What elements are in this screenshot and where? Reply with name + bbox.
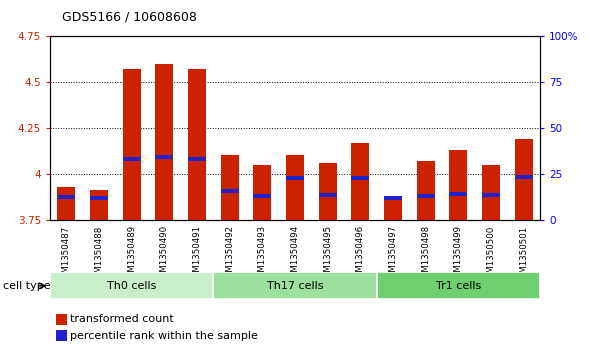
Bar [188,157,206,161]
Bar [155,155,173,159]
Bar [376,272,540,299]
Bar [253,193,271,197]
Bar [351,143,369,220]
Text: percentile rank within the sample: percentile rank within the sample [70,331,258,341]
Bar [188,69,206,220]
Text: Th0 cells: Th0 cells [107,281,156,291]
Bar [449,150,467,220]
Bar [319,163,337,220]
Text: transformed count: transformed count [70,314,174,325]
Text: GSM1350497: GSM1350497 [388,225,398,284]
Bar [57,195,76,199]
Text: GDS5166 / 10608608: GDS5166 / 10608608 [62,11,197,24]
Bar [482,193,500,197]
Text: GSM1350487: GSM1350487 [62,225,71,284]
Bar [155,64,173,220]
Text: GSM1350489: GSM1350489 [127,225,136,284]
Bar [90,190,108,220]
Bar [214,272,376,299]
Text: GSM1350500: GSM1350500 [486,225,496,284]
Bar [57,187,76,220]
Text: GSM1350490: GSM1350490 [160,225,169,284]
Bar [286,176,304,180]
Bar [286,155,304,220]
Bar [482,165,500,220]
Bar [50,272,214,299]
Bar [253,165,271,220]
Bar [384,196,402,220]
Text: GSM1350498: GSM1350498 [421,225,430,284]
Bar [123,157,141,161]
Text: Th17 cells: Th17 cells [267,281,323,291]
Bar [319,193,337,197]
Bar [449,192,467,196]
Bar [384,196,402,200]
Bar [514,175,533,179]
Bar [221,155,239,220]
Text: GSM1350491: GSM1350491 [192,225,202,284]
Text: GSM1350496: GSM1350496 [356,225,365,284]
Text: GSM1350495: GSM1350495 [323,225,332,284]
Bar [417,193,435,197]
Text: GSM1350492: GSM1350492 [225,225,234,284]
Text: Tr1 cells: Tr1 cells [435,281,481,291]
Bar [351,176,369,180]
Bar [417,161,435,220]
Text: GSM1350488: GSM1350488 [94,225,104,284]
Text: GSM1350501: GSM1350501 [519,225,528,284]
Bar [90,196,108,200]
Bar [514,139,533,220]
Text: cell type: cell type [3,281,51,291]
Text: GSM1350494: GSM1350494 [290,225,300,284]
Text: GSM1350499: GSM1350499 [454,225,463,284]
Text: GSM1350493: GSM1350493 [258,225,267,284]
Bar [221,189,239,193]
Bar [123,69,141,220]
